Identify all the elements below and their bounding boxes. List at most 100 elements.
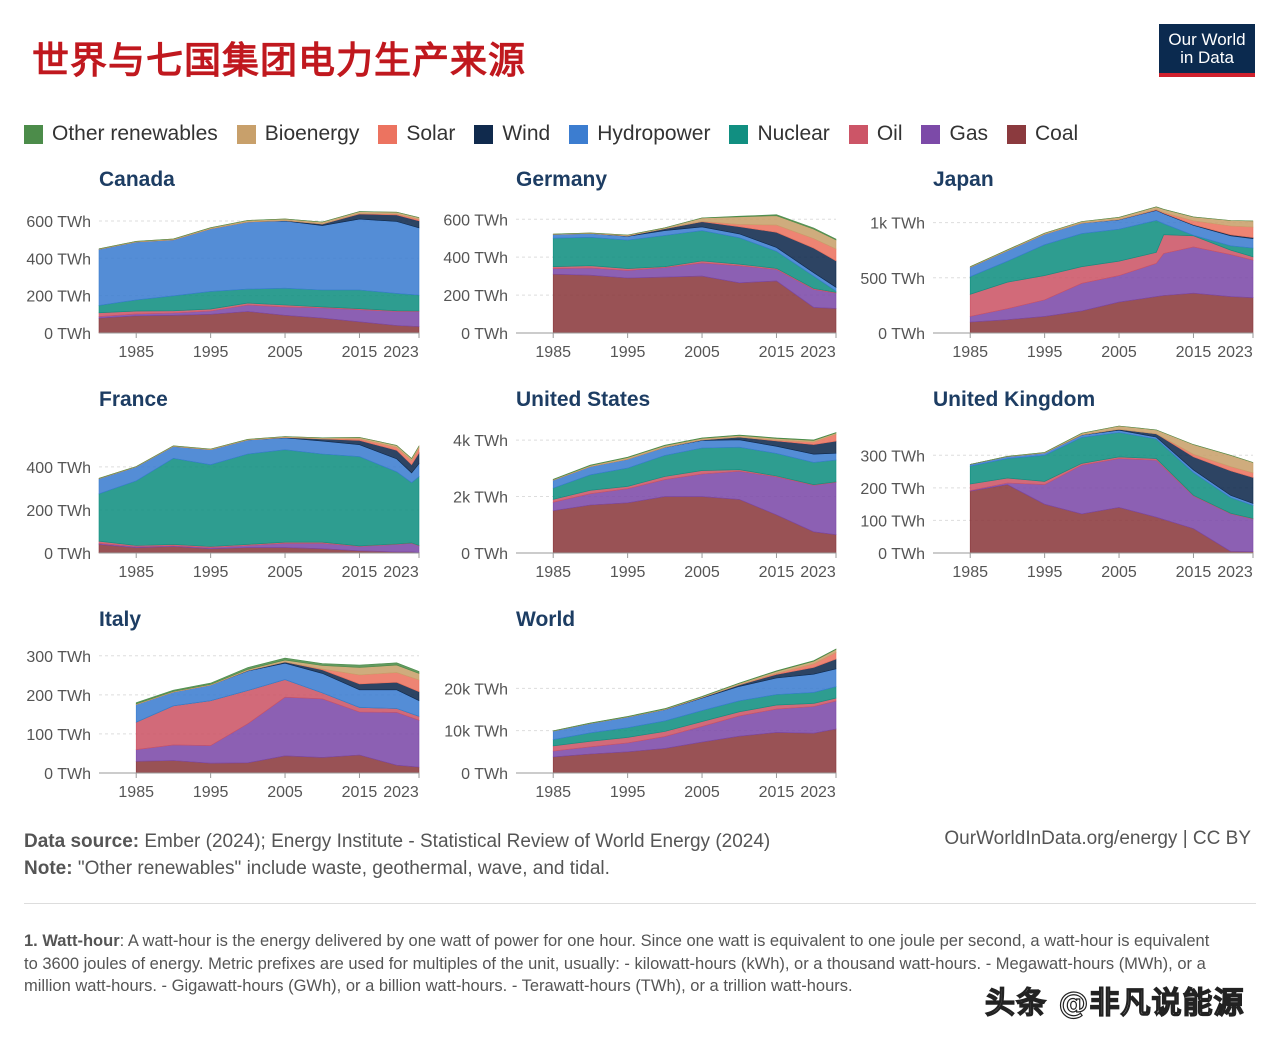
legend-item-solar[interactable]: Solar — [378, 122, 455, 146]
x-tick-label: 1985 — [118, 564, 154, 581]
data-source-text: Ember (2024); Energy Institute - Statist… — [139, 831, 771, 852]
legend-swatch — [24, 124, 43, 144]
x-tick-label: 1995 — [1027, 564, 1063, 581]
y-tick-label: 400 TWh — [26, 251, 91, 268]
x-tick-label: 1985 — [952, 344, 988, 361]
area-other-renewables[interactable] — [552, 432, 837, 481]
legend-item-coal[interactable]: Coal — [1007, 122, 1078, 146]
chart-panel-united-states: United States 0 TWh 2k TWh 4k TWh 1985 1995 20… — [453, 388, 837, 581]
legend-label: Bioenergy — [264, 122, 360, 145]
legend-swatch — [569, 124, 589, 144]
area-other-renewables[interactable] — [98, 211, 420, 250]
x-tick-label: 1985 — [118, 784, 154, 801]
x-tick-label: 2023 — [1217, 344, 1253, 361]
x-tick-label: 1985 — [118, 344, 154, 361]
data-source-label: Data source: — [24, 831, 140, 852]
x-tick-label: 2023 — [383, 784, 419, 801]
x-tick-label: 1995 — [610, 784, 646, 801]
legend-swatch — [1007, 124, 1026, 144]
x-tick-label: 2015 — [759, 344, 795, 361]
legend-swatch — [921, 124, 941, 144]
chart-panel-canada: Canada 0 TWh 200 TWh 400 TWh 600 TWh 1985 1995… — [26, 168, 420, 361]
legend-item-wind[interactable]: Wind — [474, 122, 550, 146]
legend-item-oil[interactable]: Oil — [848, 122, 902, 146]
y-tick-label: 0 TWh — [461, 326, 508, 343]
x-tick-label: 2023 — [1217, 564, 1253, 581]
note-label: Note: — [24, 858, 73, 879]
legend-label: Solar — [406, 122, 456, 145]
x-tick-label: 2023 — [800, 784, 836, 801]
x-tick-label: 1995 — [1027, 344, 1063, 361]
x-tick-label: 2023 — [383, 344, 419, 361]
legend-item-gas[interactable]: Gas — [921, 122, 988, 146]
panel-title: Germany — [516, 168, 607, 191]
legend-label: Wind — [502, 122, 551, 145]
legend-label: Gas — [949, 122, 988, 145]
note-line: Note: "Other renewables" include waste, … — [24, 855, 770, 882]
chart-area: Canada 0 TWh 200 TWh 400 TWh 600 TWh 1985 1995… — [26, 168, 1254, 801]
panel-title: Japan — [933, 168, 994, 191]
x-tick-label: 2005 — [267, 564, 303, 581]
legend-item-other-renewables[interactable]: Other renewables — [24, 122, 218, 146]
x-tick-label: 1985 — [952, 564, 988, 581]
x-tick-label: 2005 — [267, 344, 303, 361]
y-tick-label: 200 TWh — [26, 688, 91, 705]
y-tick-label: 600 TWh — [443, 212, 508, 229]
x-tick-label: 1995 — [610, 564, 646, 581]
x-tick-label: 2015 — [1176, 344, 1212, 361]
y-tick-label: 0 TWh — [44, 546, 91, 563]
legend-swatch — [474, 124, 494, 144]
source-link[interactable]: OurWorldInData.org/energy | CC BY — [944, 828, 1251, 849]
legend-swatch — [236, 124, 256, 144]
legend-label: Other renewables — [52, 122, 218, 145]
y-tick-label: 0 TWh — [878, 546, 925, 563]
panel-title: Canada — [99, 168, 175, 191]
y-tick-label: 400 TWh — [443, 250, 508, 267]
y-tick-label: 100 TWh — [860, 513, 925, 530]
area-other-renewables[interactable] — [135, 657, 420, 705]
chart-panel-italy: Italy 0 TWh 100 TWh 200 TWh 300 TWh 1985 1995 2… — [26, 608, 420, 801]
y-tick-label: 300 TWh — [26, 649, 91, 666]
legend-swatch — [378, 124, 398, 144]
y-tick-label: 0 TWh — [878, 326, 925, 343]
page-title: 世界与七国集团电力生产来源 — [32, 39, 526, 82]
y-tick-label: 100 TWh — [26, 727, 91, 744]
x-tick-label: 2005 — [267, 784, 303, 801]
x-tick-label: 2023 — [800, 564, 836, 581]
legend-label: Nuclear — [757, 122, 830, 145]
x-tick-label: 2023 — [800, 344, 836, 361]
legend-swatch — [848, 124, 868, 144]
y-tick-label: 0 TWh — [44, 326, 91, 343]
x-tick-label: 2005 — [684, 564, 720, 581]
chart-panel-united-kingdom: United Kingdom 0 TWh 100 TWh 200 TWh 300 TWh… — [860, 388, 1254, 581]
legend-label: Hydropower — [597, 122, 711, 145]
logo-line-2: in Data — [1180, 48, 1234, 67]
legend-item-bioenergy[interactable]: Bioenergy — [236, 122, 360, 146]
x-tick-label: 1995 — [193, 344, 229, 361]
x-tick-label: 2005 — [684, 344, 720, 361]
y-tick-label: 500 TWh — [860, 271, 925, 288]
y-tick-label: 2k TWh — [453, 490, 508, 507]
area-other-renewables[interactable] — [970, 206, 1254, 267]
area-other-renewables[interactable] — [552, 648, 837, 732]
note-text: "Other renewables" include waste, geothe… — [72, 858, 610, 879]
area-other-renewables[interactable] — [98, 436, 420, 479]
x-tick-label: 2023 — [383, 564, 419, 581]
legend-item-nuclear[interactable]: Nuclear — [729, 122, 830, 146]
y-tick-label: 1k TWh — [870, 216, 925, 233]
legend-item-hydropower[interactable]: Hydropower — [569, 122, 710, 146]
data-source-line: Data source: Ember (2024); Energy Instit… — [24, 828, 770, 855]
x-tick-label: 1985 — [535, 564, 571, 581]
area-other-renewables[interactable] — [553, 214, 837, 241]
chart-panel-france: France 0 TWh 200 TWh 400 TWh 1985 1995 2005 201… — [26, 388, 420, 581]
chart-panel-world: World 0 TWh 10k TWh 20k TWh 1985 1995 2005 2015… — [444, 608, 837, 801]
x-tick-label: 2015 — [759, 564, 795, 581]
owid-logo[interactable]: Our World in Data — [1159, 24, 1255, 77]
divider — [24, 903, 1256, 904]
x-tick-label: 1985 — [535, 344, 571, 361]
footnote-label: 1. Watt-hour — [24, 932, 120, 950]
y-tick-label: 200 TWh — [26, 503, 91, 520]
x-tick-label: 2005 — [684, 784, 720, 801]
area-other-renewables[interactable] — [970, 425, 1254, 465]
chart-panel-germany: Germany 0 TWh 200 TWh 400 TWh 600 TWh 1985 199… — [443, 168, 837, 361]
